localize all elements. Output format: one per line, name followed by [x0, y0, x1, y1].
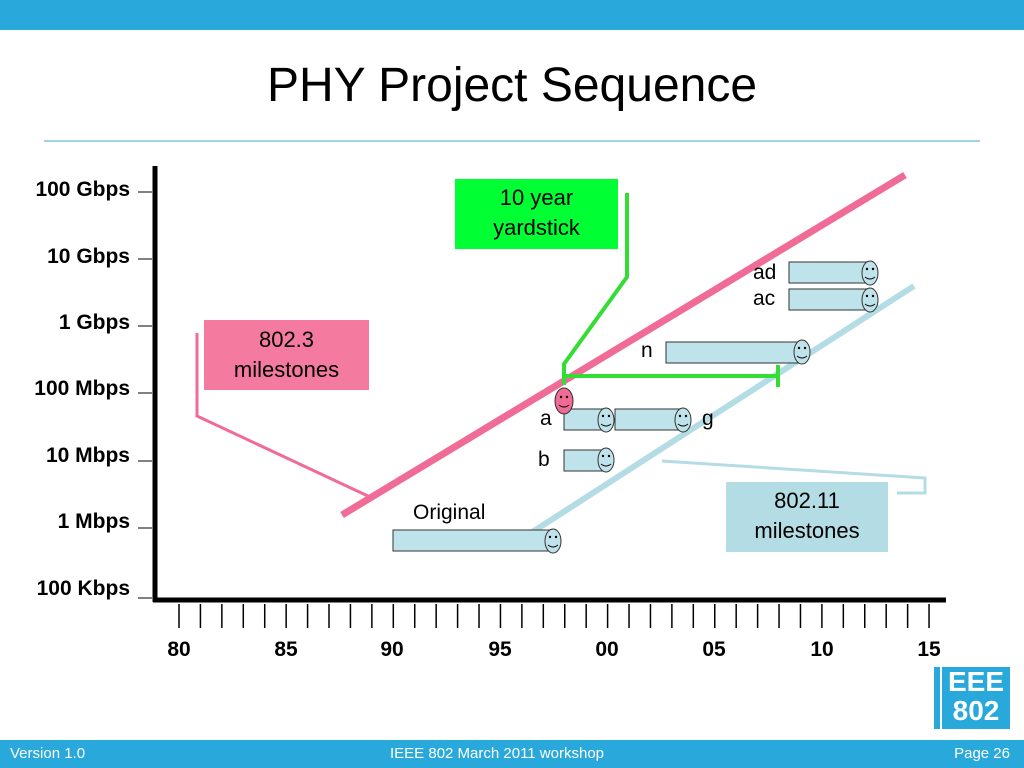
n-label: n — [641, 339, 653, 362]
y-label-100gbps: 100 Gbps — [35, 178, 130, 201]
footer-event: IEEE 802 March 2011 workshop — [390, 745, 605, 762]
y-label-100mbps: 100 Mbps — [34, 377, 130, 400]
y-label-10gbps: 10 Gbps — [47, 245, 130, 268]
yardstick-callout: 10 year yardstick — [455, 179, 618, 249]
x-label-05: 05 — [702, 638, 726, 661]
ieee-80211-callout-text: 802.11 milestones — [754, 488, 860, 543]
n-milestone-bar — [665, 341, 800, 364]
original-milestone-bar — [392, 529, 550, 552]
x-label-15: 15 — [917, 638, 941, 661]
ieee-8023-callout: 802.3 milestones — [204, 320, 369, 390]
smiley-icon — [597, 447, 615, 473]
ad-milestone-bar — [788, 261, 868, 284]
b-label: b — [538, 448, 550, 471]
smiley-icon — [597, 407, 615, 433]
smiley-icon — [544, 528, 562, 554]
footer-version: Version 1.0 — [10, 745, 86, 762]
x-label-80: 80 — [167, 638, 191, 661]
ieee-802-logo: EEE 802 — [934, 667, 1010, 729]
y-label-1gbps: 1 Gbps — [58, 311, 130, 334]
footer-bar: Version 1.0 IEEE 802 March 2011 workshop… — [0, 740, 1024, 768]
pink-smiley-icon — [554, 387, 574, 415]
title-divider — [44, 140, 980, 142]
smiley-icon — [793, 339, 811, 365]
ac-label: ac — [753, 287, 776, 310]
g-label: g — [702, 407, 714, 430]
x-label-90: 90 — [380, 638, 404, 661]
x-label-95: 95 — [488, 638, 512, 661]
ieee-8023-callout-text: 802.3 milestones — [233, 327, 340, 382]
y-axis-ticks — [138, 191, 152, 599]
logo-line-2: 802 — [952, 695, 1000, 726]
ieee-8023-connector — [195, 333, 371, 499]
x-label-00: 00 — [595, 638, 619, 661]
g-milestone-bar — [614, 408, 681, 431]
ad-label: ad — [753, 261, 777, 284]
smiley-icon — [861, 287, 879, 313]
y-label-10mbps: 10 Mbps — [45, 444, 130, 467]
logo-accent-bar — [934, 667, 940, 729]
x-label-10: 10 — [810, 638, 834, 661]
footer-page: Page 26 — [954, 745, 1010, 762]
top-accent-bar — [0, 0, 1024, 30]
y-label-1mbps: 1 Mbps — [57, 510, 130, 533]
y-label-100kbps: 100 Kbps — [36, 577, 130, 600]
milestone-smiley-icons — [544, 260, 879, 554]
x-axis-ticks — [178, 604, 930, 628]
ieee-80211-callout: 802.11 milestones — [726, 482, 888, 552]
smiley-icon — [861, 260, 879, 286]
slide-title: PHY Project Sequence — [266, 59, 758, 112]
original-label: Original — [413, 501, 486, 524]
a-label: a — [540, 407, 552, 430]
ieee-80211-trend-line — [518, 283, 916, 543]
smiley-icon — [674, 407, 692, 433]
logo-box: EEE 802 — [942, 667, 1010, 729]
x-label-85: 85 — [274, 638, 298, 661]
yardstick-callout-text: 10 year yardstick — [493, 185, 580, 240]
ieee-80211-connector — [661, 459, 927, 495]
ieee-8023-trend-line — [340, 172, 907, 518]
logo-line-1: EEE — [947, 666, 1005, 697]
ac-milestone-bar — [788, 288, 868, 311]
